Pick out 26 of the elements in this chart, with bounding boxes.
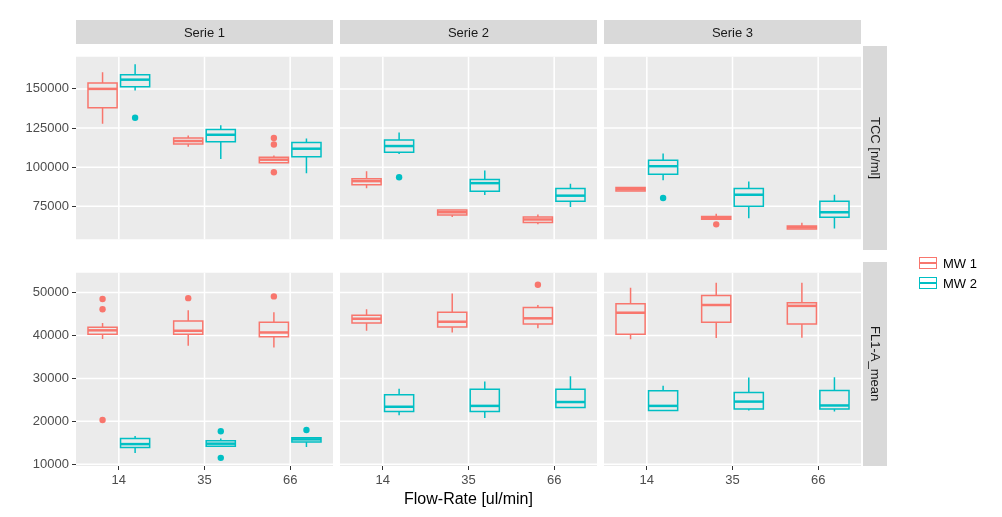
y-tick-label: 150000 [25,80,69,96]
y-tick-label: 125000 [25,119,69,135]
x-tick-label: 66 [282,472,298,488]
chart-title: Serie 1 [76,20,333,44]
y2-axis-title: FL1-A_mean [867,326,883,402]
x-tick-label: 35 [725,472,740,488]
x-tick-label: 14 [639,472,655,488]
y-tick-label: 30000 [32,369,69,385]
y-tick-label: 40000 [32,327,69,343]
y-tick-label: 100000 [25,158,69,174]
x-tick-label: 14 [375,472,391,488]
x-tick-label: 66 [810,472,826,488]
x-tick-label: 35 [461,472,476,488]
chart-title: Serie 2 [340,20,597,44]
y2-axis-title: TCC [n/ml] [867,116,883,180]
y-tick-label: 10000 [32,455,69,471]
x-tick-label: 14 [111,472,127,488]
x-tick-label: 66 [546,472,562,488]
x-axis-title: Flow-Rate [ul/min] [403,490,534,508]
y-tick-label: 75000 [32,197,69,213]
y-tick-label: 20000 [32,412,69,428]
y-tick-label: 50000 [32,284,69,300]
x-tick-label: 35 [197,472,212,488]
legend-label: MW 1 [943,255,977,271]
legend-label: MW 2 [943,275,977,291]
chart-title: Serie 3 [604,20,861,44]
